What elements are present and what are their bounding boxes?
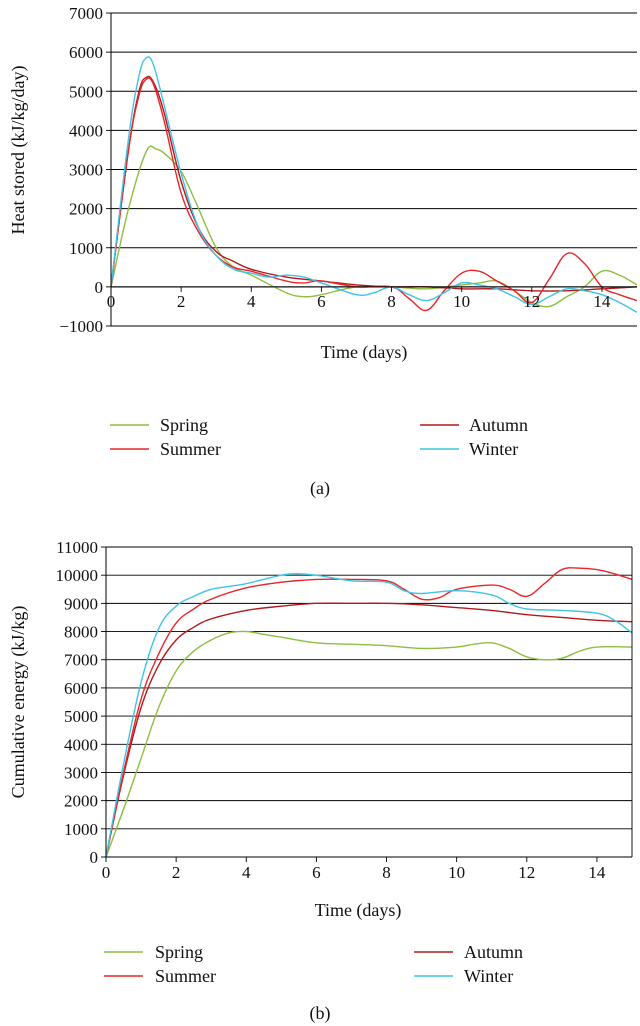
chart-a-legend: Spring Summer Autumn Winter [110, 415, 528, 459]
chart-a-ytick-label: 6000 [69, 43, 103, 62]
chart-b-series-autumn [106, 602, 632, 858]
legend-b-label-spring: Spring [155, 942, 203, 962]
chart-a-ylabel: Heat stored (kJ/kg/day) [8, 66, 29, 235]
chart-a-series-spring [111, 145, 637, 308]
chart-b-series-winter [106, 573, 632, 858]
chart-a-ytick-label: 5000 [69, 82, 103, 101]
chart-b-xtick-label: 4 [242, 863, 251, 882]
chart-a-series [111, 56, 637, 313]
chart-a-ytick-label: 0 [95, 278, 104, 297]
chart-b-ytick-label: 5000 [64, 707, 98, 726]
chart-a-series-autumn [111, 75, 637, 292]
chart-b-ytick-label: 8000 [64, 623, 98, 642]
chart-a-ytick-label: −1000 [59, 317, 103, 336]
chart-b-axes [105, 547, 633, 858]
chart-b-xtick-label: 8 [382, 863, 391, 882]
chart-b-xtick-label: 10 [448, 863, 465, 882]
legend-b-label-winter: Winter [464, 966, 513, 986]
chart-a-ytick-label: 2000 [69, 200, 103, 219]
chart-b-xtick-label: 12 [518, 863, 535, 882]
chart-a-xtick-label: 14 [593, 292, 611, 311]
chart-a-ytick-label: 4000 [69, 121, 103, 140]
chart-a-series-summer [111, 77, 637, 312]
chart-a-xtick-label: 12 [523, 292, 540, 311]
chart-b-ytick-label: 7000 [64, 651, 98, 670]
chart-b-series [106, 567, 632, 858]
chart-a-xtick-label: 6 [317, 292, 326, 311]
chart-b-ytick-label: 2000 [64, 792, 98, 811]
chart-a-xtick-label: 10 [453, 292, 470, 311]
chart-b-grid [106, 546, 632, 858]
chart-a-ytick-label: 3000 [69, 161, 103, 180]
chart-b-ytick-label: 9000 [64, 594, 98, 613]
chart-b-xtick-label: 6 [312, 863, 321, 882]
legend-a-label-autumn: Autumn [469, 415, 528, 435]
chart-b-xtick-label: 14 [588, 863, 606, 882]
chart-b: 0100020003000400050006000700080009000100… [8, 538, 633, 1024]
chart-b-series-summer [106, 567, 632, 858]
chart-a-grid [111, 12, 637, 327]
chart-b-ytick-label: 3000 [64, 763, 98, 782]
chart-a-ytick-label: 7000 [69, 4, 103, 23]
chart-b-legend: Spring Summer Autumn Winter [104, 942, 523, 986]
chart-a-xtick-label: 4 [247, 292, 256, 311]
chart-b-xlabel: Time (days) [315, 900, 402, 921]
legend-a-label-spring: Spring [160, 415, 208, 435]
chart-b-ylabel: Cumulative energy (kJ/kg) [8, 606, 29, 799]
legend-a-label-summer: Summer [160, 439, 221, 459]
chart-b-panel-label: (b) [310, 1003, 331, 1024]
chart-a-yticks: −1000 0 1000 2000 3000 4000 5000 6000 7000 [59, 4, 111, 336]
chart-a-series-winter [111, 56, 637, 313]
chart-b-ytick-label: 1000 [64, 820, 98, 839]
chart-b-ytick-label: 6000 [64, 679, 98, 698]
chart-a-xlabel: Time (days) [321, 342, 408, 363]
chart-a-xticks: 0 2 4 6 8 10 12 14 [107, 286, 611, 311]
chart-b-ytick-label: 10000 [56, 566, 99, 585]
chart-b-ytick-label: 0 [90, 848, 99, 867]
chart-a-xtick-label: 2 [177, 292, 186, 311]
legend-b-label-autumn: Autumn [464, 942, 523, 962]
chart-a-panel-label: (a) [310, 478, 330, 499]
legend-a-label-winter: Winter [469, 439, 518, 459]
legend-b-label-summer: Summer [155, 966, 216, 986]
chart-b-ytick-label: 4000 [64, 735, 98, 754]
chart-a-xtick-label: 8 [387, 292, 396, 311]
chart-b-xtick-label: 2 [172, 863, 181, 882]
chart-b-xticks: 0 2 4 6 8 10 12 14 [102, 857, 606, 882]
chart-b-series-spring [106, 630, 632, 858]
chart-a-ytick-label: 1000 [69, 239, 103, 258]
chart-b-yticks: 0 1000 2000 3000 4000 5000 6000 7000 8000 9000 100… [56, 538, 106, 867]
chart-a-xtick-label: 0 [107, 292, 116, 311]
chart-b-xtick-label: 0 [102, 863, 111, 882]
chart-b-ytick-label: 11000 [56, 538, 98, 557]
